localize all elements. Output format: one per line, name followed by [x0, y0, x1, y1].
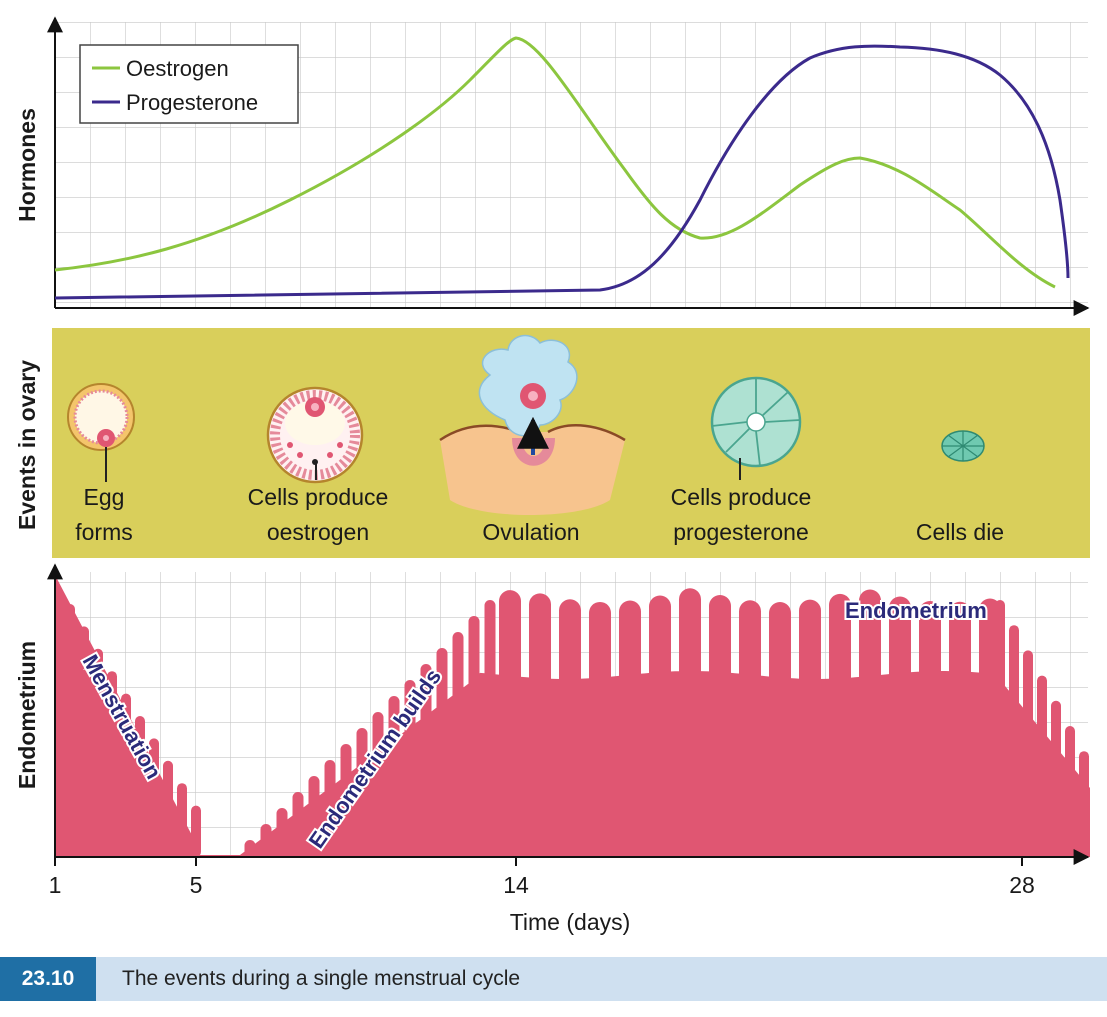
endometrium-gland [324, 760, 336, 857]
endometrium-gland [340, 744, 352, 857]
stage-ovulation-label: Ovulation [482, 519, 579, 545]
endometrium-gland [404, 680, 416, 857]
endometrium-gland [769, 601, 791, 857]
stage-cells-die-label: Cells die [916, 519, 1004, 545]
egg-forms-illustration [67, 383, 135, 482]
endometrium-gland [559, 599, 581, 857]
stage-egg-forms-line2: forms [75, 519, 133, 545]
endometrium-gland [949, 601, 971, 857]
endometrium-gland [1009, 625, 1019, 857]
menstrual-cycle-diagram: Hormones Oestrogen Progesterone Events i… [14, 16, 1090, 935]
cells-produce-progesterone-illustration [710, 376, 802, 480]
endometrium-gland [859, 589, 881, 857]
endometrium-gland [468, 616, 480, 857]
x-tick-5: 5 [190, 872, 203, 898]
endometrium-gland [308, 776, 320, 857]
endometrium-gland [260, 824, 272, 857]
endometrium-gland [709, 595, 731, 857]
endometrium-gland [589, 601, 611, 857]
endometrium-gland [107, 671, 117, 857]
endometrium-gland [619, 600, 641, 857]
endometrium-axis-label: Endometrium [14, 641, 40, 789]
x-axis-label: Time (days) [510, 909, 631, 935]
endometrium-gland [276, 808, 288, 857]
endometrium-gland [163, 760, 173, 857]
endometrium-gland [1079, 751, 1089, 857]
endometrium-gland [739, 600, 761, 857]
endometrium-gland [799, 599, 821, 857]
endometrium-gland [420, 664, 432, 857]
x-tick-28: 28 [1009, 872, 1035, 898]
legend-oestrogen-label: Oestrogen [126, 56, 229, 81]
ovary-panel: Events in ovary Egg forms Cells produce … [14, 328, 1090, 558]
endometrium-gland [149, 738, 159, 857]
legend-progesterone-label: Progesterone [126, 90, 258, 115]
endometrium-gland [436, 648, 448, 857]
hormones-axis-label: Hormones [14, 108, 40, 222]
endometrium-gland [1065, 726, 1075, 857]
stage-egg-forms-line1: Egg [84, 484, 125, 510]
legend-box [79, 44, 299, 124]
endometrium-gland [499, 590, 521, 857]
endometrium-gland [356, 728, 368, 857]
endometrium-lining [55, 575, 1090, 857]
ovulation-illustration [439, 334, 626, 515]
endometrium-gland [388, 696, 400, 857]
endometrium-gland [292, 792, 304, 857]
endometrium-gland [484, 600, 496, 857]
endometrium-gland [889, 596, 911, 857]
endometrium-gland [1037, 675, 1047, 857]
endometrium-gland [372, 712, 384, 857]
figure-number: 23.10 [0, 957, 96, 1001]
hormones-panel: Hormones Oestrogen Progesterone [14, 16, 1090, 316]
endometrium-panel: Endometrium Menstruation Endometrium bui… [14, 563, 1090, 935]
endometrium-label: Endometrium [845, 598, 987, 623]
cells-die-illustration [941, 430, 985, 462]
cells-produce-oestrogen-illustration [266, 386, 364, 484]
endometrium-gland [135, 716, 145, 857]
stage-oestrogen-line2: oestrogen [267, 519, 369, 545]
endometrium-gland [79, 626, 89, 857]
x-tick-14: 14 [503, 872, 529, 898]
endometrium-gland [1051, 700, 1061, 857]
endometrium-gland [65, 604, 75, 857]
ovary-axis-label: Events in ovary [14, 360, 40, 530]
endometrium-gland [919, 601, 941, 857]
endometrium-gland [1023, 650, 1033, 857]
endometrium-gland [93, 648, 103, 857]
endometrium-gland [529, 593, 551, 857]
progesterone-curve [54, 44, 1070, 300]
endometrium-gland [829, 593, 851, 857]
stage-oestrogen-line1: Cells produce [248, 484, 389, 510]
x-tick-1: 1 [49, 872, 62, 898]
endometrium-gland [191, 805, 201, 857]
endometrium-gland [244, 840, 256, 857]
endometrium-gland [995, 600, 1005, 857]
endometrium-gland [177, 783, 187, 857]
endometrium-gland [121, 693, 131, 857]
stage-progesterone-line2: progesterone [673, 519, 809, 545]
oestrogen-curve [54, 36, 1056, 289]
legend: Oestrogen Progesterone [79, 44, 299, 124]
figure-caption: 23.10 The events during a single menstru… [0, 957, 1107, 1001]
endometrium-gland [452, 632, 464, 857]
endometrium-gland [679, 588, 701, 857]
caption-text: The events during a single menstrual cyc… [122, 967, 521, 990]
endometrium-gland [649, 595, 671, 857]
stage-progesterone-line1: Cells produce [671, 484, 812, 510]
